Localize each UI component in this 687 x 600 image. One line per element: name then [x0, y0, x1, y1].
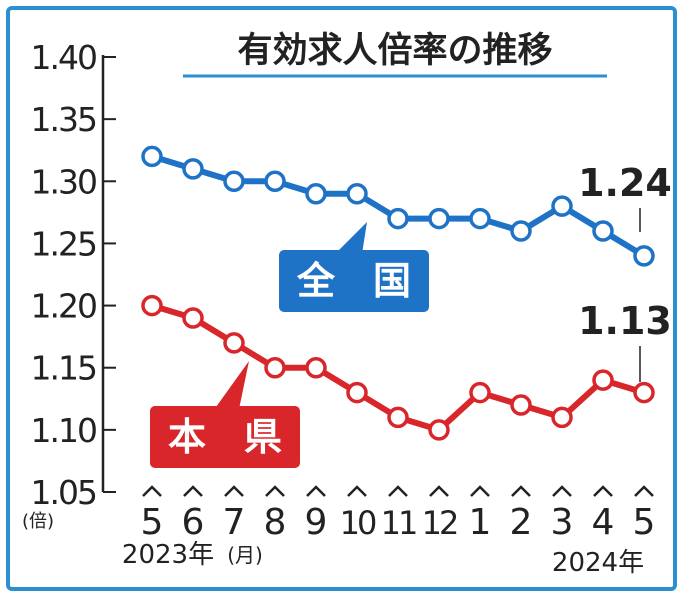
x-tick-mark — [183, 485, 203, 497]
x-tick-label: 2 — [510, 502, 533, 543]
legend-national-pointer — [335, 222, 367, 254]
data-point-prefecture — [264, 356, 286, 379]
y-unit-label: (倍) — [22, 511, 54, 532]
data-point-national — [141, 145, 163, 168]
data-point-prefecture — [305, 356, 327, 379]
national-end-value: 1.24 — [578, 161, 672, 205]
series-group — [141, 145, 655, 441]
data-point-national — [428, 207, 450, 230]
x-tick-mark — [470, 485, 490, 497]
y-tick-label: 1.15 — [31, 349, 96, 388]
legend-prefecture-label: 本 県 — [168, 415, 282, 459]
x-unit-label: (月) — [227, 543, 263, 567]
data-point-national — [223, 170, 245, 193]
data-point-national — [551, 195, 573, 217]
data-point-national — [592, 220, 614, 242]
data-point-prefecture — [387, 406, 409, 429]
x-tick-mark — [388, 485, 408, 497]
x-tick-label: 6 — [182, 502, 205, 543]
x-tick-mark — [634, 485, 654, 497]
legend-national-label: 全 国 — [296, 259, 411, 303]
data-point-prefecture — [428, 419, 450, 441]
data-point-national — [182, 158, 204, 180]
x-tick-label: 11 — [381, 504, 416, 542]
data-point-national — [346, 182, 368, 205]
y-tick-label: 1.30 — [31, 162, 96, 201]
x-tick-mark — [347, 485, 367, 497]
data-point-prefecture — [633, 381, 655, 404]
y-tick-label: 1.40 — [31, 38, 96, 77]
data-point-prefecture — [346, 381, 368, 404]
legend-prefecture: 本 県 — [150, 361, 300, 468]
y-tick-label: 1.10 — [31, 411, 96, 450]
data-point-national — [469, 207, 491, 230]
legend-prefecture-pointer — [211, 361, 249, 414]
x-tick-label: 5 — [141, 502, 164, 543]
x-tick-label: 3 — [551, 502, 574, 543]
x-tick-mark — [593, 485, 613, 497]
data-point-prefecture — [592, 369, 614, 391]
y-tick-label: 1.20 — [31, 287, 96, 326]
x-tick-label: 12 — [422, 504, 457, 542]
x-tick-mark — [429, 485, 449, 497]
x-tick-mark — [511, 485, 531, 497]
y-tick-label: 1.35 — [31, 100, 96, 139]
x-tick-label: 10 — [340, 504, 376, 542]
y-tick-group: 1.40 1.35 1.30 1.25 1.20 1.15 1.10 1.05 — [31, 38, 116, 512]
x-tick-mark — [552, 485, 572, 497]
data-point-prefecture — [510, 394, 532, 416]
data-point-prefecture — [551, 406, 573, 429]
x-tick-label: 4 — [592, 502, 615, 543]
chart-title: 有効求人倍率の推移 — [237, 31, 552, 71]
x-tick-group: 5 6 7 8 9 10 11 12 1 2 3 4 5 — [141, 485, 656, 543]
data-point-national — [633, 245, 655, 267]
x-tick-label: 1 — [469, 502, 492, 543]
year-start-label: 2023年 — [122, 540, 214, 570]
legend-national: 全 国 — [279, 222, 429, 312]
year-end-label: 2024年 — [552, 548, 644, 578]
data-point-national — [387, 207, 409, 230]
data-point-prefecture — [141, 294, 163, 317]
data-point-national — [510, 220, 532, 242]
y-tick-label: 1.25 — [31, 224, 96, 263]
data-point-prefecture — [182, 307, 204, 329]
x-tick-mark — [224, 485, 244, 497]
x-tick-mark — [142, 485, 162, 497]
prefecture-end-value: 1.13 — [578, 299, 672, 343]
x-tick-mark — [306, 485, 326, 497]
x-tick-label: 5 — [633, 502, 656, 543]
x-tick-label: 7 — [223, 502, 246, 543]
x-tick-label: 8 — [264, 502, 287, 543]
legend-national-box — [279, 250, 429, 312]
y-tick-label: 1.05 — [31, 473, 96, 512]
x-tick-mark — [265, 485, 285, 497]
x-tick-label: 9 — [305, 502, 328, 543]
legend-prefecture-box — [150, 406, 300, 468]
data-point-prefecture — [223, 332, 245, 354]
data-point-national — [305, 182, 327, 205]
data-point-prefecture — [469, 381, 491, 404]
data-point-national — [264, 170, 286, 193]
